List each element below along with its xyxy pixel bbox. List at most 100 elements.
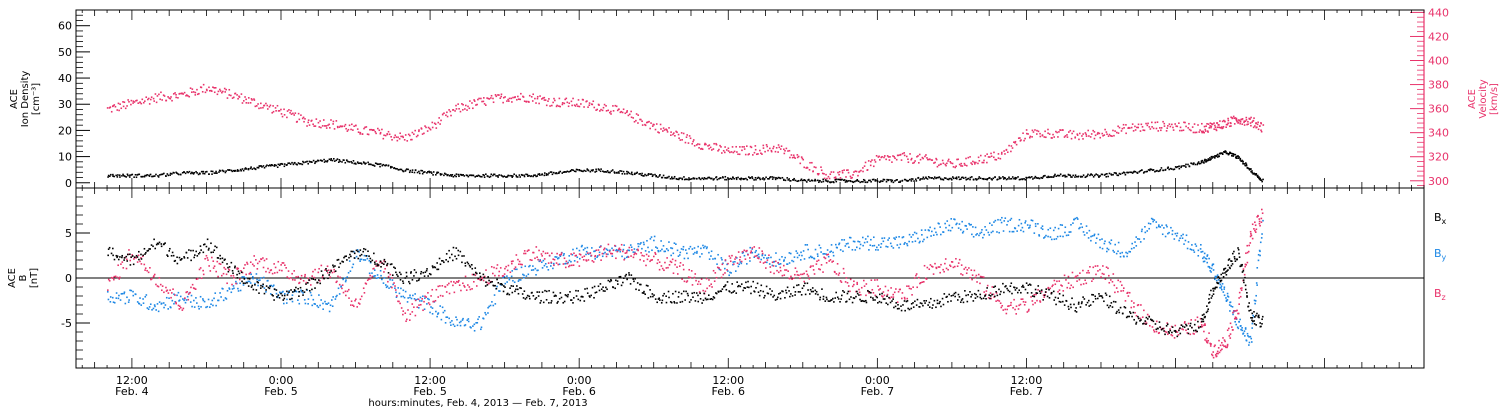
point-density [796,180,799,183]
point-by [944,222,946,225]
point-velocity [885,158,887,161]
point-bz [1258,222,1261,225]
point-bz [1219,344,1222,347]
point-velocity [130,99,133,102]
point-by [475,322,477,324]
point-density [1052,176,1055,178]
point-bz [947,268,949,271]
point-bz [853,283,855,286]
point-velocity [454,110,456,112]
point-by [398,292,401,295]
point-velocity [510,97,513,100]
point-by [1240,325,1242,327]
point-density [271,164,274,167]
point-density [678,177,681,180]
point-bz [858,291,861,294]
point-velocity [156,95,159,97]
point-velocity [217,90,220,93]
point-bz [868,292,870,294]
point-velocity [1085,133,1087,136]
point-density [722,176,724,179]
point-density [1096,174,1099,176]
point-velocity [679,139,682,141]
point-density [247,167,250,170]
point-velocity [1251,121,1253,123]
point-velocity [313,125,315,127]
point-density [755,178,757,181]
point-velocity [1052,133,1054,136]
point-bz [502,275,505,277]
point-density [314,162,316,165]
point-density [729,177,732,180]
point-bz [506,269,509,272]
point-velocity [446,115,449,118]
point-velocity [1013,141,1015,143]
point-bz [1100,276,1102,278]
point-density [543,174,546,177]
point-density [1234,153,1237,156]
point-density [997,178,999,181]
point-bz [785,269,788,271]
point-by [1244,328,1247,330]
point-density [376,163,379,166]
point-bz [637,249,639,252]
point-by [661,248,663,251]
point-bz [1244,265,1246,268]
point-density [737,176,739,179]
point-bz [1107,267,1109,270]
point-velocity [330,119,332,121]
point-velocity [1072,130,1075,133]
point-velocity [630,110,632,113]
point-by [395,291,397,294]
point-by [964,224,967,227]
point-density [1242,162,1244,165]
point-bz [144,267,147,270]
point-by [924,229,927,231]
point-by [335,295,337,298]
point-bz [496,264,499,266]
point-bz [1260,208,1263,211]
point-bz [1221,341,1223,344]
point-velocity [210,90,213,92]
point-bz [1042,294,1045,296]
point-density [573,170,576,173]
point-velocity [641,124,644,126]
point-density [219,170,222,172]
point-velocity [620,110,623,113]
point-density [1210,155,1213,158]
point-by [381,278,383,281]
point-bz [212,267,215,269]
point-velocity [947,160,949,162]
point-density [303,161,305,164]
top-plot-frame [75,9,1425,189]
point-bz [538,249,540,252]
point-by [1106,250,1108,253]
velocity-axis-title-line: Velocity [1478,79,1489,118]
point-by [1242,332,1245,334]
point-density [673,175,676,178]
point-by [287,292,289,294]
point-velocity [149,98,152,101]
point-bz [952,266,955,269]
point-density [118,174,121,176]
point-by [402,289,405,292]
point-density [511,176,514,178]
point-by [256,278,258,281]
point-velocity [926,158,929,161]
point-bx [148,248,150,250]
point-by [1029,224,1031,227]
point-by [1226,299,1229,301]
point-bz [313,276,316,279]
point-density [597,168,600,170]
point-bz [1216,350,1219,353]
point-by [286,298,288,301]
point-velocity [588,102,591,104]
point-bz [796,274,799,276]
point-bz [800,273,802,276]
point-velocity [388,133,391,136]
point-bz [1209,345,1212,347]
point-by [239,282,241,285]
point-density [704,177,707,180]
point-by [554,256,556,258]
point-density [847,180,850,182]
